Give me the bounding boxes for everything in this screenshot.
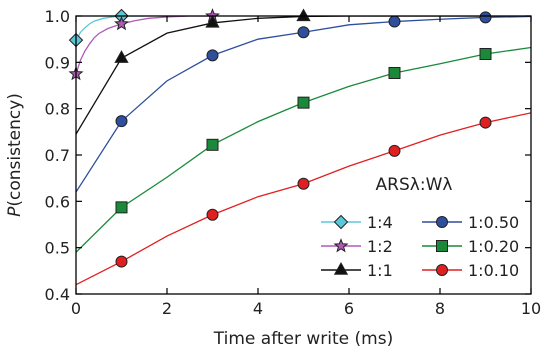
x-axis-label: Time after write (ms) xyxy=(213,329,393,349)
legend-title: ARSλ:Wλ xyxy=(376,175,453,195)
legend-entry-label: 1:4 xyxy=(367,213,393,232)
series-point-3 xyxy=(206,49,219,62)
legend-swatch-marker xyxy=(436,216,448,228)
series-point-4 xyxy=(297,96,310,109)
x-tick-label: 2 xyxy=(162,299,172,318)
x-tick-label: 0 xyxy=(71,299,81,318)
legend-swatch-marker xyxy=(436,264,448,276)
marker-layer xyxy=(68,8,492,268)
series-point-4 xyxy=(388,66,401,79)
y-tick-label: 0.9 xyxy=(45,53,70,72)
series-point-4 xyxy=(115,201,128,214)
series-line-5 xyxy=(76,112,531,286)
series-point-3 xyxy=(115,115,128,128)
y-tick-label: 1.0 xyxy=(45,7,70,26)
series-line-0 xyxy=(76,16,145,41)
legend: ARSλ:Wλ 1:4 1:2 1:1 1:0.50 1:0.20 1:0.10 xyxy=(321,175,519,280)
y-tick-label: 0.5 xyxy=(45,239,70,258)
series-point-4 xyxy=(479,47,492,60)
legend-swatch-marker xyxy=(333,214,349,230)
series-point-1 xyxy=(114,16,129,31)
legend-entry-label: 1:0.10 xyxy=(468,261,519,280)
legend-swatch-marker xyxy=(333,261,349,275)
series-point-5 xyxy=(388,144,401,157)
series-point-4 xyxy=(206,138,219,151)
legend-swatch-marker xyxy=(436,240,448,252)
x-tick-label: 6 xyxy=(344,299,354,318)
y-tick-label: 0.4 xyxy=(45,285,70,304)
series-point-5 xyxy=(297,177,310,190)
y-axis-label: P(consistency) xyxy=(5,93,25,217)
tick-layer: 0 2 4 6 8 10 0.4 0.5 0.6 0.7 0.8 0.9 1.0 xyxy=(45,7,542,318)
series-point-2 xyxy=(114,50,129,63)
legend-entry-label: 1:1 xyxy=(367,261,393,280)
x-tick-label: 4 xyxy=(253,299,263,318)
x-tick-label: 8 xyxy=(435,299,445,318)
y-tick-label: 0.6 xyxy=(45,192,70,211)
series-point-5 xyxy=(206,208,219,221)
legend-entry-label: 1:0.50 xyxy=(468,213,519,232)
series-point-2 xyxy=(296,8,311,22)
legend-entry-label: 1:2 xyxy=(367,237,393,256)
series-point-3 xyxy=(479,11,492,24)
series-point-3 xyxy=(297,26,310,39)
y-axis-label-italic: P xyxy=(5,206,25,217)
x-tick-label: 10 xyxy=(521,299,541,318)
series-layer xyxy=(76,16,531,286)
y-tick-label: 0.8 xyxy=(45,100,70,119)
series-point-5 xyxy=(479,116,492,129)
legend-swatch-marker xyxy=(333,238,349,253)
plot-frame xyxy=(75,15,532,295)
series-line-4 xyxy=(76,46,531,253)
series-point-2 xyxy=(205,14,220,28)
y-tick-label: 0.7 xyxy=(45,146,70,165)
legend-entry-label: 1:0.20 xyxy=(468,237,519,256)
series-point-3 xyxy=(388,15,401,28)
series-point-5 xyxy=(115,255,128,268)
y-axis-label-rest: (consistency) xyxy=(5,93,25,207)
